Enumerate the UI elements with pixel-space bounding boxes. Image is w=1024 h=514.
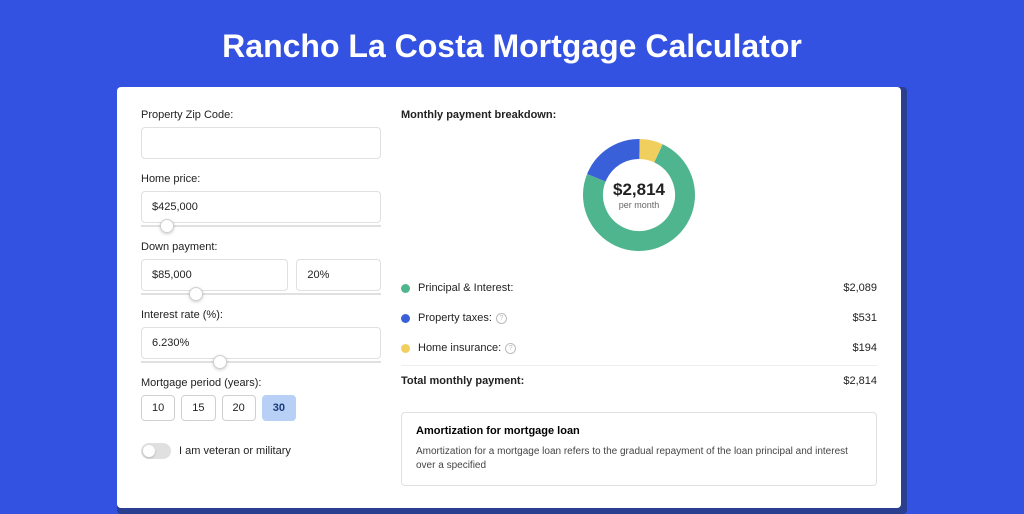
down-payment-pct-input[interactable]: [296, 259, 381, 291]
amortization-box: Amortization for mortgage loan Amortizat…: [401, 412, 877, 486]
total-label: Total monthly payment:: [401, 375, 843, 387]
veteran-toggle-knob: [143, 445, 155, 457]
line-taxes-value: $531: [853, 312, 877, 324]
line-principal: Principal & Interest: $2,089: [401, 273, 877, 303]
period-label: Mortgage period (years):: [141, 377, 381, 389]
period-btn-20[interactable]: 20: [222, 395, 256, 421]
dot-insurance-icon: [401, 344, 410, 353]
home-price-input[interactable]: [141, 191, 381, 223]
interest-slider[interactable]: [141, 361, 381, 363]
zip-label: Property Zip Code:: [141, 109, 381, 121]
period-btn-10[interactable]: 10: [141, 395, 175, 421]
interest-label: Interest rate (%):: [141, 309, 381, 321]
amortization-text: Amortization for a mortgage loan refers …: [416, 445, 862, 473]
interest-field: Interest rate (%):: [141, 309, 381, 363]
total-row: Total monthly payment: $2,814: [401, 365, 877, 396]
period-buttons: 10 15 20 30: [141, 395, 381, 421]
interest-slider-thumb[interactable]: [213, 355, 227, 369]
line-principal-value: $2,089: [843, 282, 877, 294]
donut-amount: $2,814: [613, 180, 665, 200]
period-btn-30[interactable]: 30: [262, 395, 296, 421]
veteran-label: I am veteran or military: [179, 445, 291, 457]
veteran-row: I am veteran or military: [141, 443, 381, 459]
line-insurance-label-text: Home insurance:: [418, 342, 501, 354]
down-payment-label: Down payment:: [141, 241, 381, 253]
amortization-title: Amortization for mortgage loan: [416, 425, 862, 437]
calculator-card: Property Zip Code: Home price: Down paym…: [117, 87, 901, 508]
breakdown-title: Monthly payment breakdown:: [401, 109, 877, 121]
help-icon[interactable]: ?: [496, 313, 507, 324]
home-price-slider[interactable]: [141, 225, 381, 227]
donut-center: $2,814 per month: [613, 180, 665, 210]
page-title: Rancho La Costa Mortgage Calculator: [0, 28, 1024, 65]
zip-input[interactable]: [141, 127, 381, 159]
donut-chart: $2,814 per month: [579, 135, 699, 255]
card-shadow: Property Zip Code: Home price: Down paym…: [117, 87, 907, 514]
line-taxes: Property taxes: ? $531: [401, 303, 877, 333]
down-payment-slider-thumb[interactable]: [189, 287, 203, 301]
home-price-slider-thumb[interactable]: [160, 219, 174, 233]
down-payment-field: Down payment:: [141, 241, 381, 295]
line-insurance-value: $194: [853, 342, 877, 354]
home-price-field: Home price:: [141, 173, 381, 227]
line-principal-label: Principal & Interest:: [418, 282, 843, 294]
breakdown-column: Monthly payment breakdown: $2,814 per mo…: [401, 109, 877, 486]
page-header: Rancho La Costa Mortgage Calculator: [0, 0, 1024, 87]
dot-principal-icon: [401, 284, 410, 293]
down-payment-amount-input[interactable]: [141, 259, 288, 291]
form-column: Property Zip Code: Home price: Down paym…: [141, 109, 381, 486]
line-insurance: Home insurance: ? $194: [401, 333, 877, 363]
down-payment-slider[interactable]: [141, 293, 381, 295]
dot-taxes-icon: [401, 314, 410, 323]
line-taxes-label-text: Property taxes:: [418, 312, 492, 324]
line-taxes-label: Property taxes: ?: [418, 312, 853, 324]
line-insurance-label: Home insurance: ?: [418, 342, 853, 354]
period-field: Mortgage period (years): 10 15 20 30: [141, 377, 381, 421]
veteran-toggle[interactable]: [141, 443, 171, 459]
donut-wrap: $2,814 per month: [401, 135, 877, 255]
total-value: $2,814: [843, 375, 877, 387]
period-btn-15[interactable]: 15: [181, 395, 215, 421]
help-icon[interactable]: ?: [505, 343, 516, 354]
home-price-label: Home price:: [141, 173, 381, 185]
donut-sub: per month: [613, 200, 665, 210]
interest-input[interactable]: [141, 327, 381, 359]
zip-field: Property Zip Code:: [141, 109, 381, 159]
